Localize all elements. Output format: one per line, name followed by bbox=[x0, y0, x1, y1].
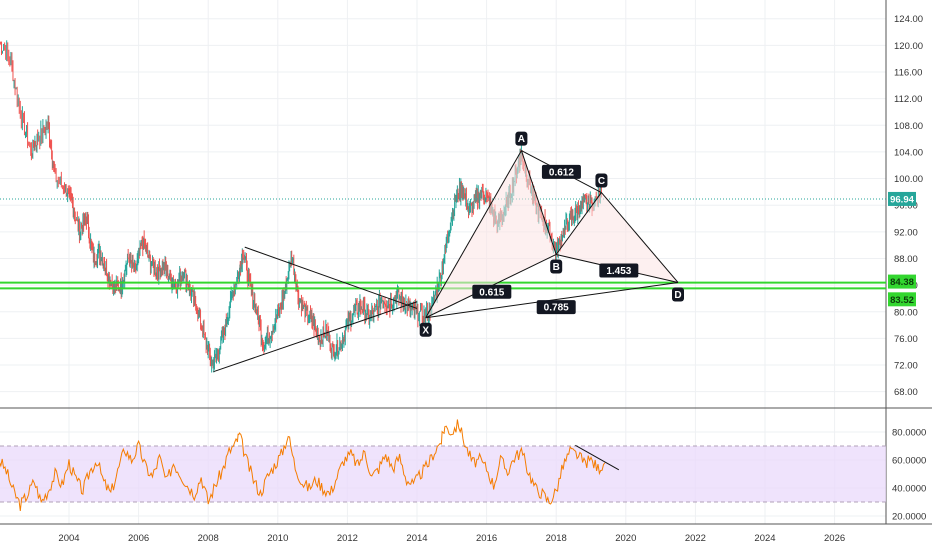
current-price-tag-text: 96.94 bbox=[890, 194, 914, 205]
price-tick-label: 112.00 bbox=[894, 94, 922, 105]
time-tick-label: 2026 bbox=[824, 533, 845, 544]
pattern-drawings[interactable] bbox=[0, 150, 886, 373]
time-axis[interactable]: 2004 2006 2008 2010 2012 2014 2016 2018 2020 2022… bbox=[58, 533, 845, 544]
pattern-point-c: C bbox=[595, 173, 608, 188]
ratio-label: 0.615 bbox=[472, 284, 512, 299]
rsi-tick-label: 80.0000 bbox=[892, 428, 926, 439]
time-tick-label: 2014 bbox=[406, 533, 427, 544]
price-tick-label: 116.00 bbox=[894, 68, 922, 79]
rsi-band bbox=[0, 445, 886, 503]
chart-labels: 0.612 1.453 0.615 0.785 X A B C D bbox=[419, 131, 684, 337]
pattern-point-d: D bbox=[672, 287, 684, 302]
current-price-tag[interactable]: 96.94 bbox=[888, 191, 916, 206]
time-tick-label: 2004 bbox=[58, 533, 79, 544]
time-tick-label: 2012 bbox=[337, 533, 358, 544]
time-tick-label: 2022 bbox=[685, 533, 706, 544]
pattern-point-x: X bbox=[419, 322, 432, 337]
pattern-line-bc[interactable] bbox=[555, 192, 602, 255]
price-tick-label: 68.00 bbox=[894, 387, 918, 398]
time-tick-label: 2016 bbox=[476, 533, 497, 544]
ratio-label-bg bbox=[472, 284, 512, 299]
rsi-band-fill bbox=[0, 446, 886, 502]
support-tag-lower-text: 83.52 bbox=[890, 295, 914, 306]
point-badge bbox=[595, 173, 608, 188]
pattern-bcd-fill bbox=[556, 192, 678, 283]
point-badge bbox=[550, 259, 563, 274]
point-badge-text: C bbox=[598, 176, 605, 187]
support-tag-lower-bg bbox=[888, 292, 916, 307]
price-tick-label: 104.00 bbox=[894, 147, 923, 158]
support-tag-upper[interactable]: 84.38 bbox=[888, 274, 916, 289]
point-badge bbox=[515, 131, 528, 146]
support-tag-upper-text: 84.38 bbox=[890, 277, 914, 288]
rsi-tick-label: 20.0000 bbox=[892, 512, 926, 523]
time-tick-label: 2018 bbox=[546, 533, 567, 544]
price-series bbox=[0, 40, 602, 373]
ratio-label-text: 0.612 bbox=[549, 167, 574, 178]
time-tick-label: 2006 bbox=[128, 533, 149, 544]
point-badge-text: X bbox=[422, 325, 429, 336]
ratio-label-text: 0.785 bbox=[544, 303, 569, 314]
pattern-point-b: B bbox=[550, 259, 563, 274]
support-tag-lower[interactable]: 83.52 bbox=[888, 292, 916, 307]
price-tick-label: 72.00 bbox=[894, 361, 918, 372]
ratio-label: 0.785 bbox=[536, 300, 576, 315]
ratio-label-bg bbox=[541, 164, 581, 179]
point-badge-text: D bbox=[674, 290, 681, 301]
pattern-line-cd[interactable] bbox=[601, 192, 679, 283]
rsi-trend-line[interactable] bbox=[575, 444, 620, 471]
time-tick-label: 2020 bbox=[615, 533, 636, 544]
price-tick-label: 96.00 bbox=[894, 201, 918, 212]
price-tick-label: 120.00 bbox=[894, 41, 923, 52]
point-badge-text: A bbox=[518, 134, 525, 145]
current-price-tag-bg bbox=[888, 191, 916, 206]
price-tick-label: 76.00 bbox=[894, 334, 918, 345]
ratio-label: 1.453 bbox=[599, 263, 639, 278]
pattern-xab-fill bbox=[425, 150, 557, 318]
ratio-label: 0.612 bbox=[541, 164, 581, 179]
price-tick-label: 88.00 bbox=[894, 254, 918, 265]
time-tick-label: 2008 bbox=[198, 533, 219, 544]
triangle-upper-line[interactable] bbox=[244, 246, 418, 309]
rsi-tick-label: 60.0000 bbox=[892, 456, 926, 467]
pattern-point-a: A bbox=[515, 131, 528, 146]
ratio-label-bg bbox=[599, 263, 639, 278]
point-badge bbox=[419, 322, 432, 337]
point-badge bbox=[672, 287, 684, 302]
ratio-label-bg bbox=[536, 300, 576, 315]
pattern-line-ab[interactable] bbox=[520, 150, 557, 255]
price-axis[interactable]: 124.00 120.00 116.00 112.00 108.00 104.00 100.… bbox=[888, 14, 926, 523]
support-tag-upper-bg bbox=[888, 274, 916, 289]
price-tick-label: 80.00 bbox=[894, 307, 918, 318]
ratio-label-text: 1.453 bbox=[606, 266, 631, 277]
time-tick-label: 2024 bbox=[754, 533, 775, 544]
ratio-label-text: 0.615 bbox=[479, 287, 504, 298]
price-tick-label: 92.00 bbox=[894, 227, 918, 238]
triangle-lower-line[interactable] bbox=[213, 301, 418, 373]
point-badge-text: B bbox=[553, 262, 560, 273]
pattern-line-xa[interactable] bbox=[425, 150, 522, 319]
rsi-series bbox=[0, 419, 620, 511]
rsi-tick-label: 40.0000 bbox=[892, 484, 926, 495]
time-tick-label: 2010 bbox=[267, 533, 288, 544]
price-tick-label: 124.00 bbox=[894, 14, 923, 25]
price-tick-label: 100.00 bbox=[894, 174, 923, 185]
price-tick-label: 108.00 bbox=[894, 121, 923, 132]
rsi-line bbox=[0, 419, 606, 511]
